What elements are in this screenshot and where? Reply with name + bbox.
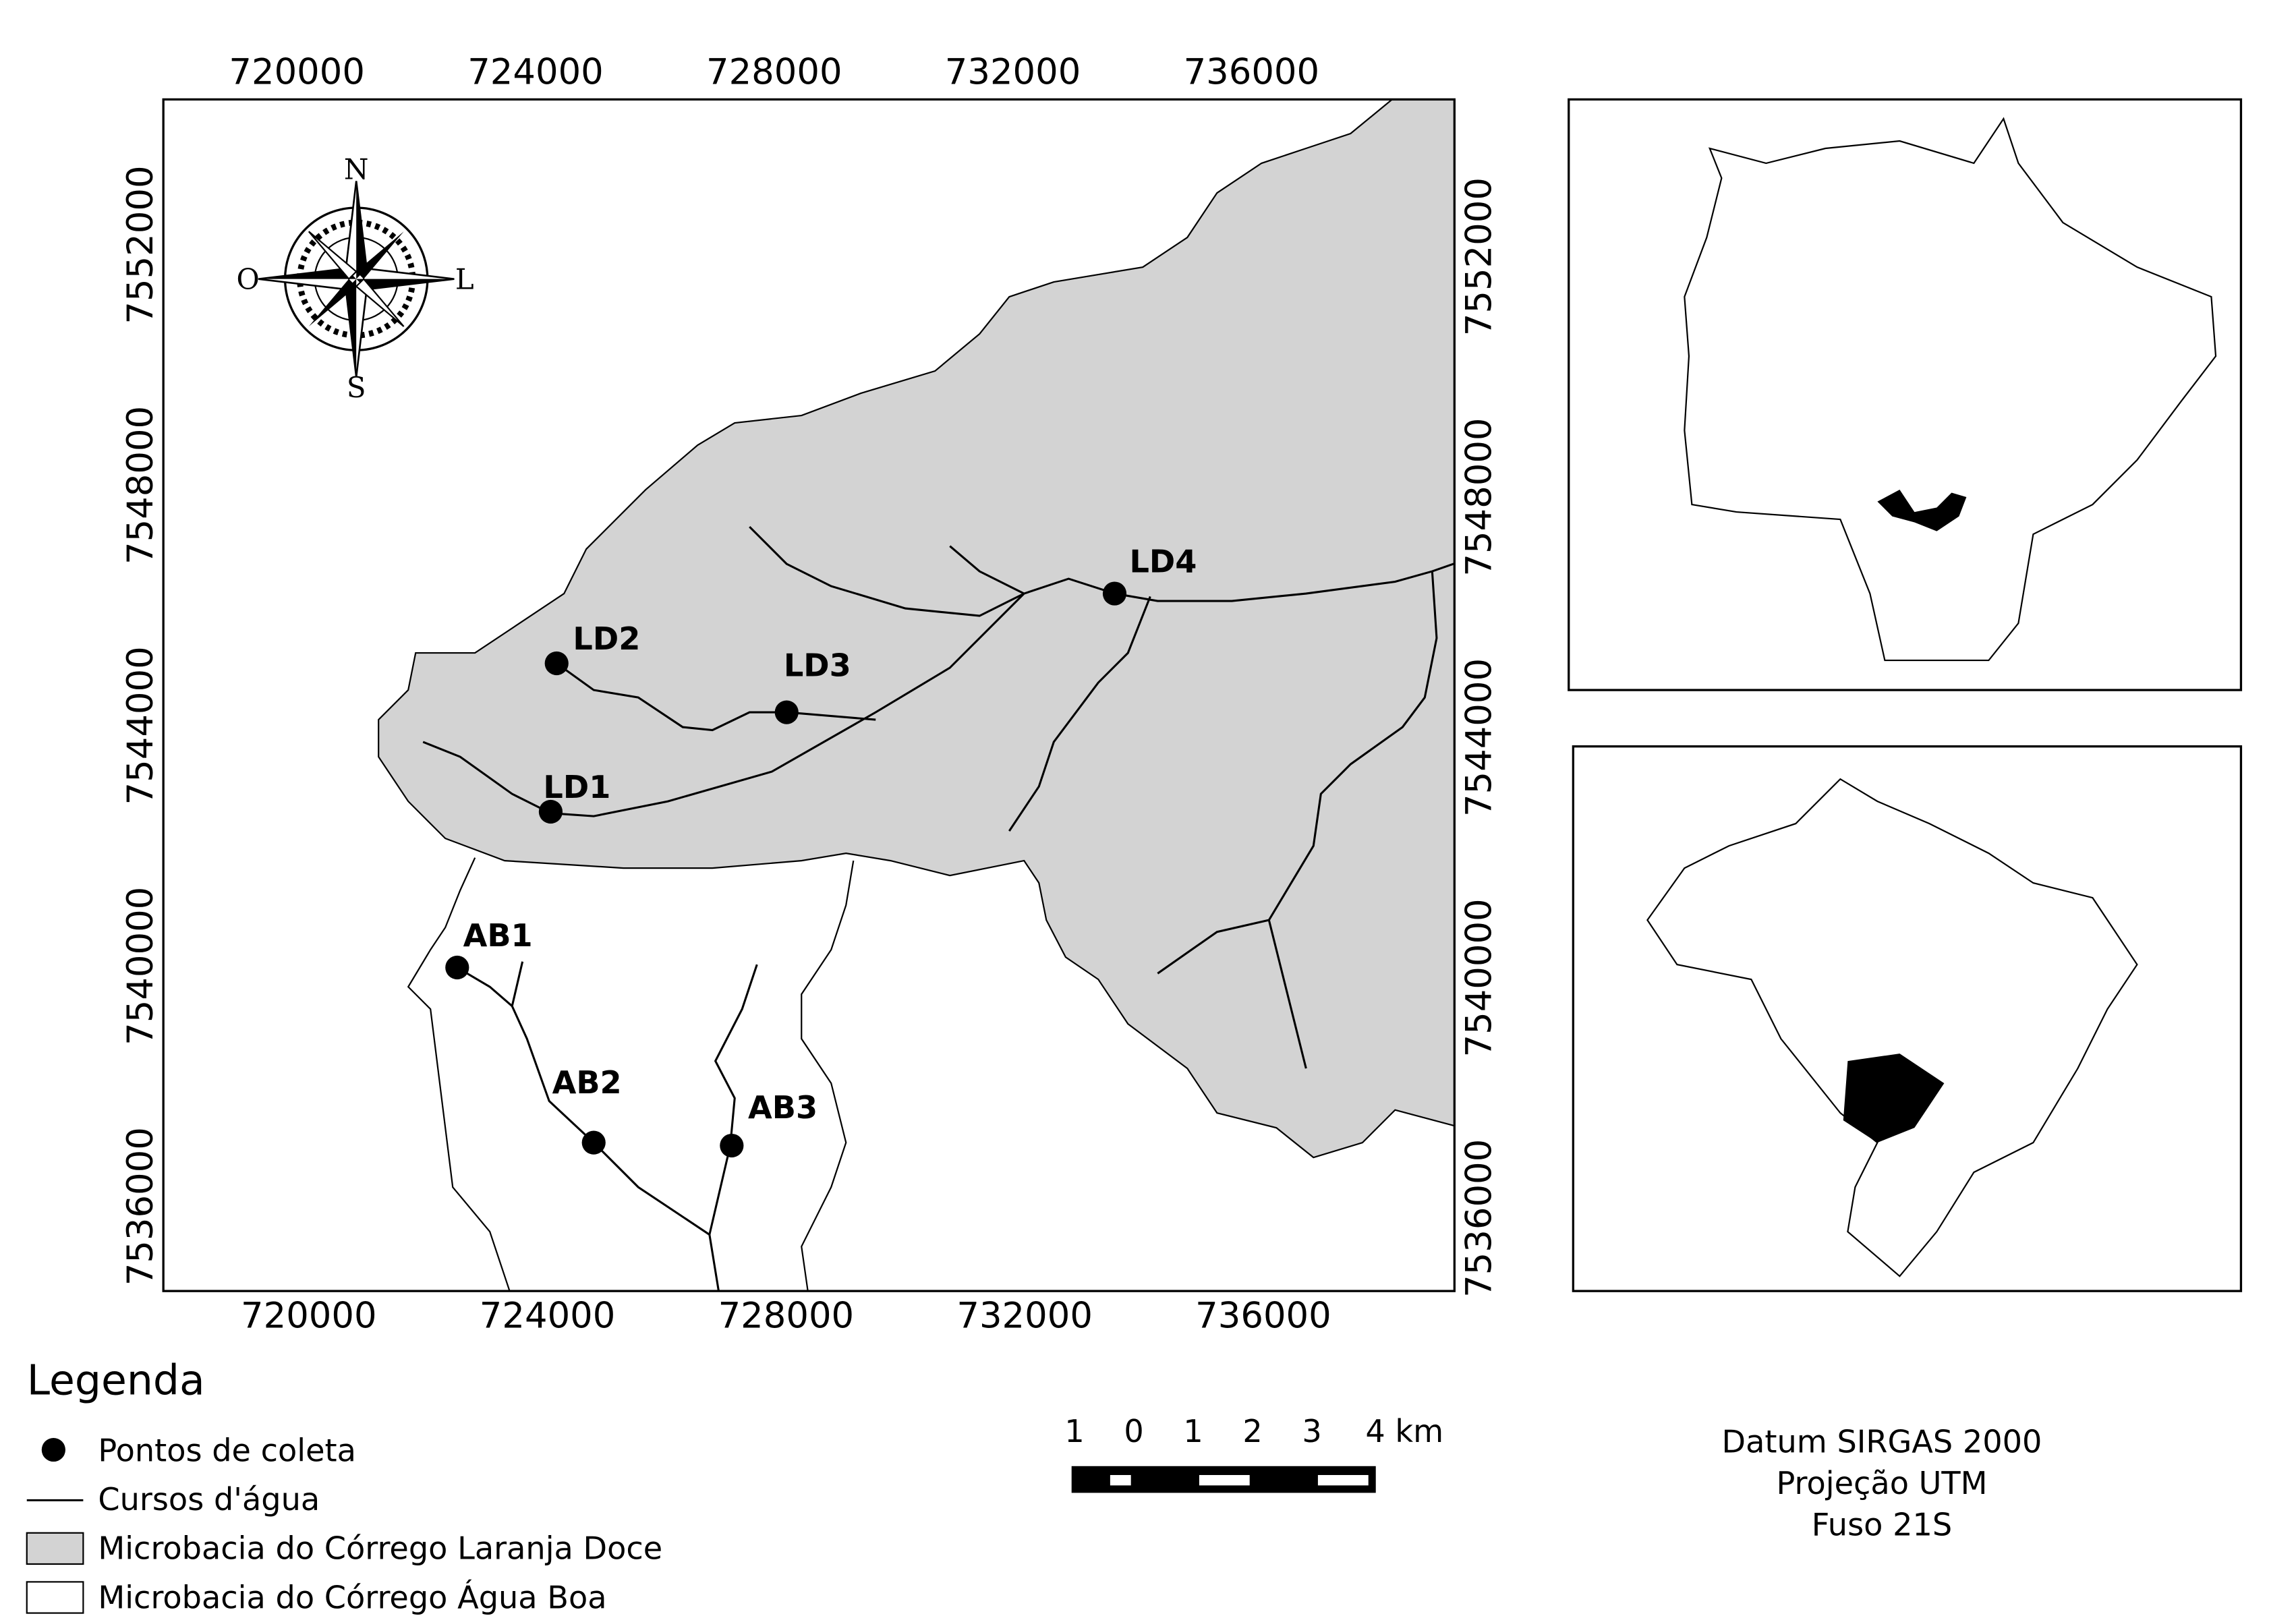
- country-outline: [1646, 778, 2138, 1277]
- state-outline: [1684, 117, 2217, 662]
- coordinate-ticks: 720000 720000 724000 724000 728000 728000 7320…: [120, 52, 1500, 1337]
- state-highlight: [1843, 1054, 1945, 1143]
- x-tick-label-bottom: 728000: [718, 1295, 855, 1336]
- agua-boa-basin: [407, 857, 511, 1292]
- stream: [511, 961, 524, 1007]
- x-tick-label-bottom: 732000: [956, 1295, 1093, 1336]
- x-tick-label-bottom: 720000: [241, 1295, 377, 1336]
- y-tick-label-right: 7536000: [1459, 1139, 1500, 1298]
- x-tick-label-top: 736000: [1184, 52, 1320, 93]
- x-tick-label-top: 732000: [945, 52, 1081, 93]
- study-area: [1877, 490, 1967, 531]
- sampling-points: LD1 LD2 LD3 LD4 AB1 AB2 AB3: [445, 544, 1197, 1158]
- scale-label: 0: [1124, 1413, 1143, 1449]
- stream: [1157, 571, 1438, 975]
- point-label: AB2: [552, 1064, 622, 1101]
- x-tick-label-top: 724000: [467, 52, 604, 93]
- sampling-point: [1102, 581, 1127, 606]
- y-tick-label-right: 7544000: [1459, 658, 1500, 817]
- y-tick-label-left: 7540000: [120, 887, 161, 1045]
- datum-line: Datum SIRGAS 2000: [1722, 1423, 2042, 1460]
- x-tick-label-top: 720000: [229, 52, 365, 93]
- y-tick-label-left: 7536000: [120, 1127, 161, 1286]
- scale-label: 2: [1242, 1413, 1262, 1449]
- x-tick-label-bottom: 724000: [480, 1295, 616, 1336]
- scale-label: 1: [1183, 1413, 1203, 1449]
- y-tick-label-right: 7552000: [1459, 177, 1500, 336]
- stream: [1008, 596, 1151, 832]
- legend-title: Legenda: [27, 1356, 205, 1405]
- sampling-point: [544, 651, 569, 676]
- legend-item: Microbacia do Córrego Laranja Doce: [98, 1530, 662, 1567]
- legend-point-symbol: [41, 1437, 65, 1462]
- legend: Pontos de coleta Cursos d'água Microbacia …: [98, 1432, 662, 1615]
- y-tick-label-left: 7552000: [120, 165, 161, 324]
- legend-item: Microbacia do Córrego Água Boa: [98, 1579, 606, 1615]
- sampling-point: [720, 1133, 744, 1158]
- point-label: AB1: [463, 917, 533, 954]
- inset-state-frame: [1568, 98, 2243, 691]
- scale-label: 3: [1302, 1413, 1321, 1449]
- main-map: [378, 99, 1455, 1292]
- x-tick-label-bottom: 736000: [1195, 1295, 1331, 1336]
- legend-item: Pontos de coleta: [98, 1432, 356, 1468]
- scale-label: 4 km: [1365, 1413, 1443, 1449]
- compass-east: L: [455, 263, 474, 296]
- y-tick-label-right: 7548000: [1459, 417, 1500, 576]
- stream: [457, 966, 720, 1292]
- datum-line: Projeção UTM: [1776, 1465, 1987, 1501]
- point-label: LD1: [543, 769, 610, 805]
- sampling-point: [445, 955, 469, 980]
- compass-rose: [258, 181, 455, 378]
- stream: [949, 545, 1025, 595]
- point-label: AB3: [748, 1089, 817, 1126]
- sampling-point: [538, 799, 563, 824]
- compass-south: S: [347, 371, 366, 404]
- datum-info: Datum SIRGAS 2000 Projeção UTM Fuso 21S: [1722, 1423, 2042, 1542]
- y-tick-label-right: 7540000: [1459, 898, 1500, 1057]
- stream: [708, 964, 758, 1235]
- stream: [1267, 919, 1307, 1069]
- datum-line: Fuso 21S: [1812, 1506, 1952, 1542]
- stream: [749, 525, 1025, 617]
- point-label: LD2: [573, 621, 640, 657]
- inset-country-frame: [1572, 745, 2243, 1292]
- sampling-point: [581, 1130, 606, 1155]
- compass-west: O: [236, 263, 259, 296]
- sampling-point: [774, 700, 799, 724]
- y-tick-label-left: 7548000: [120, 406, 161, 565]
- scale-bar: [1071, 1466, 1376, 1493]
- x-tick-label-top: 728000: [706, 52, 842, 93]
- y-tick-label-left: 7544000: [120, 646, 161, 805]
- point-label: LD3: [784, 647, 851, 684]
- legend-ab-symbol: [26, 1581, 84, 1614]
- agua-boa-basin: [801, 860, 855, 1292]
- scale-labels: 1 0 1 2 3 4 km: [1064, 1413, 1443, 1449]
- laranja-doce-basin: [378, 99, 1455, 1159]
- legend-item: Cursos d'água: [98, 1481, 320, 1518]
- compass-north: N: [344, 153, 369, 186]
- legend-ld-symbol: [26, 1532, 84, 1565]
- scale-label: 1: [1064, 1413, 1084, 1449]
- map-frame: [162, 98, 1456, 1292]
- point-label: LD4: [1129, 544, 1197, 580]
